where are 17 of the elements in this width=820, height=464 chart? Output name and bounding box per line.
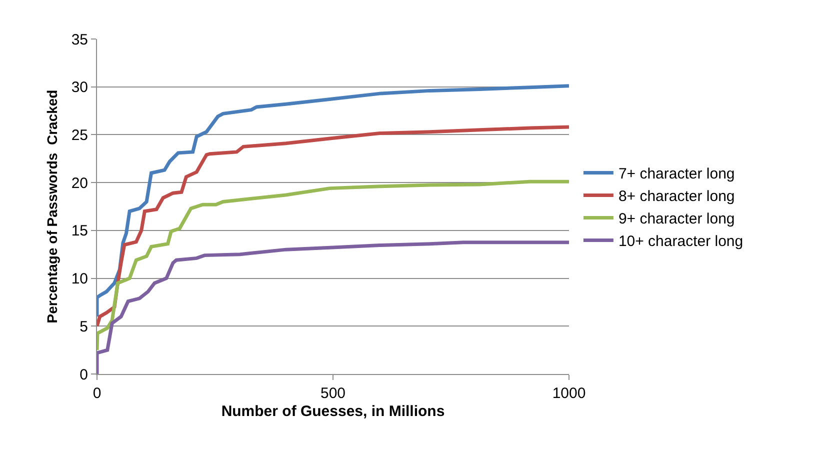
y-axis-title: Percentage of Passwords Cracked: [44, 90, 60, 324]
legend-label: 8+ character long: [618, 188, 735, 206]
legend-label: 10+ character long: [618, 233, 744, 250]
y-tick-label: 10: [71, 270, 88, 288]
y-tick-label: 20: [71, 174, 88, 192]
x-tick-label: 500: [320, 385, 346, 402]
y-tick-label: 5: [80, 318, 88, 336]
x-tick-label: 1000: [552, 385, 586, 402]
legend-label: 7+ character long: [618, 166, 735, 183]
y-tick-label: 25: [71, 126, 88, 144]
y-tick-label: 35: [71, 31, 88, 48]
x-axis-title: Number of Guesses, in Millions: [221, 403, 445, 420]
x-tick-label: 0: [92, 385, 102, 402]
legend-label: 9+ character long: [618, 210, 735, 228]
y-tick-label: 0: [80, 366, 88, 384]
y-tick-label: 30: [71, 79, 88, 96]
y-tick-label: 15: [71, 222, 88, 240]
